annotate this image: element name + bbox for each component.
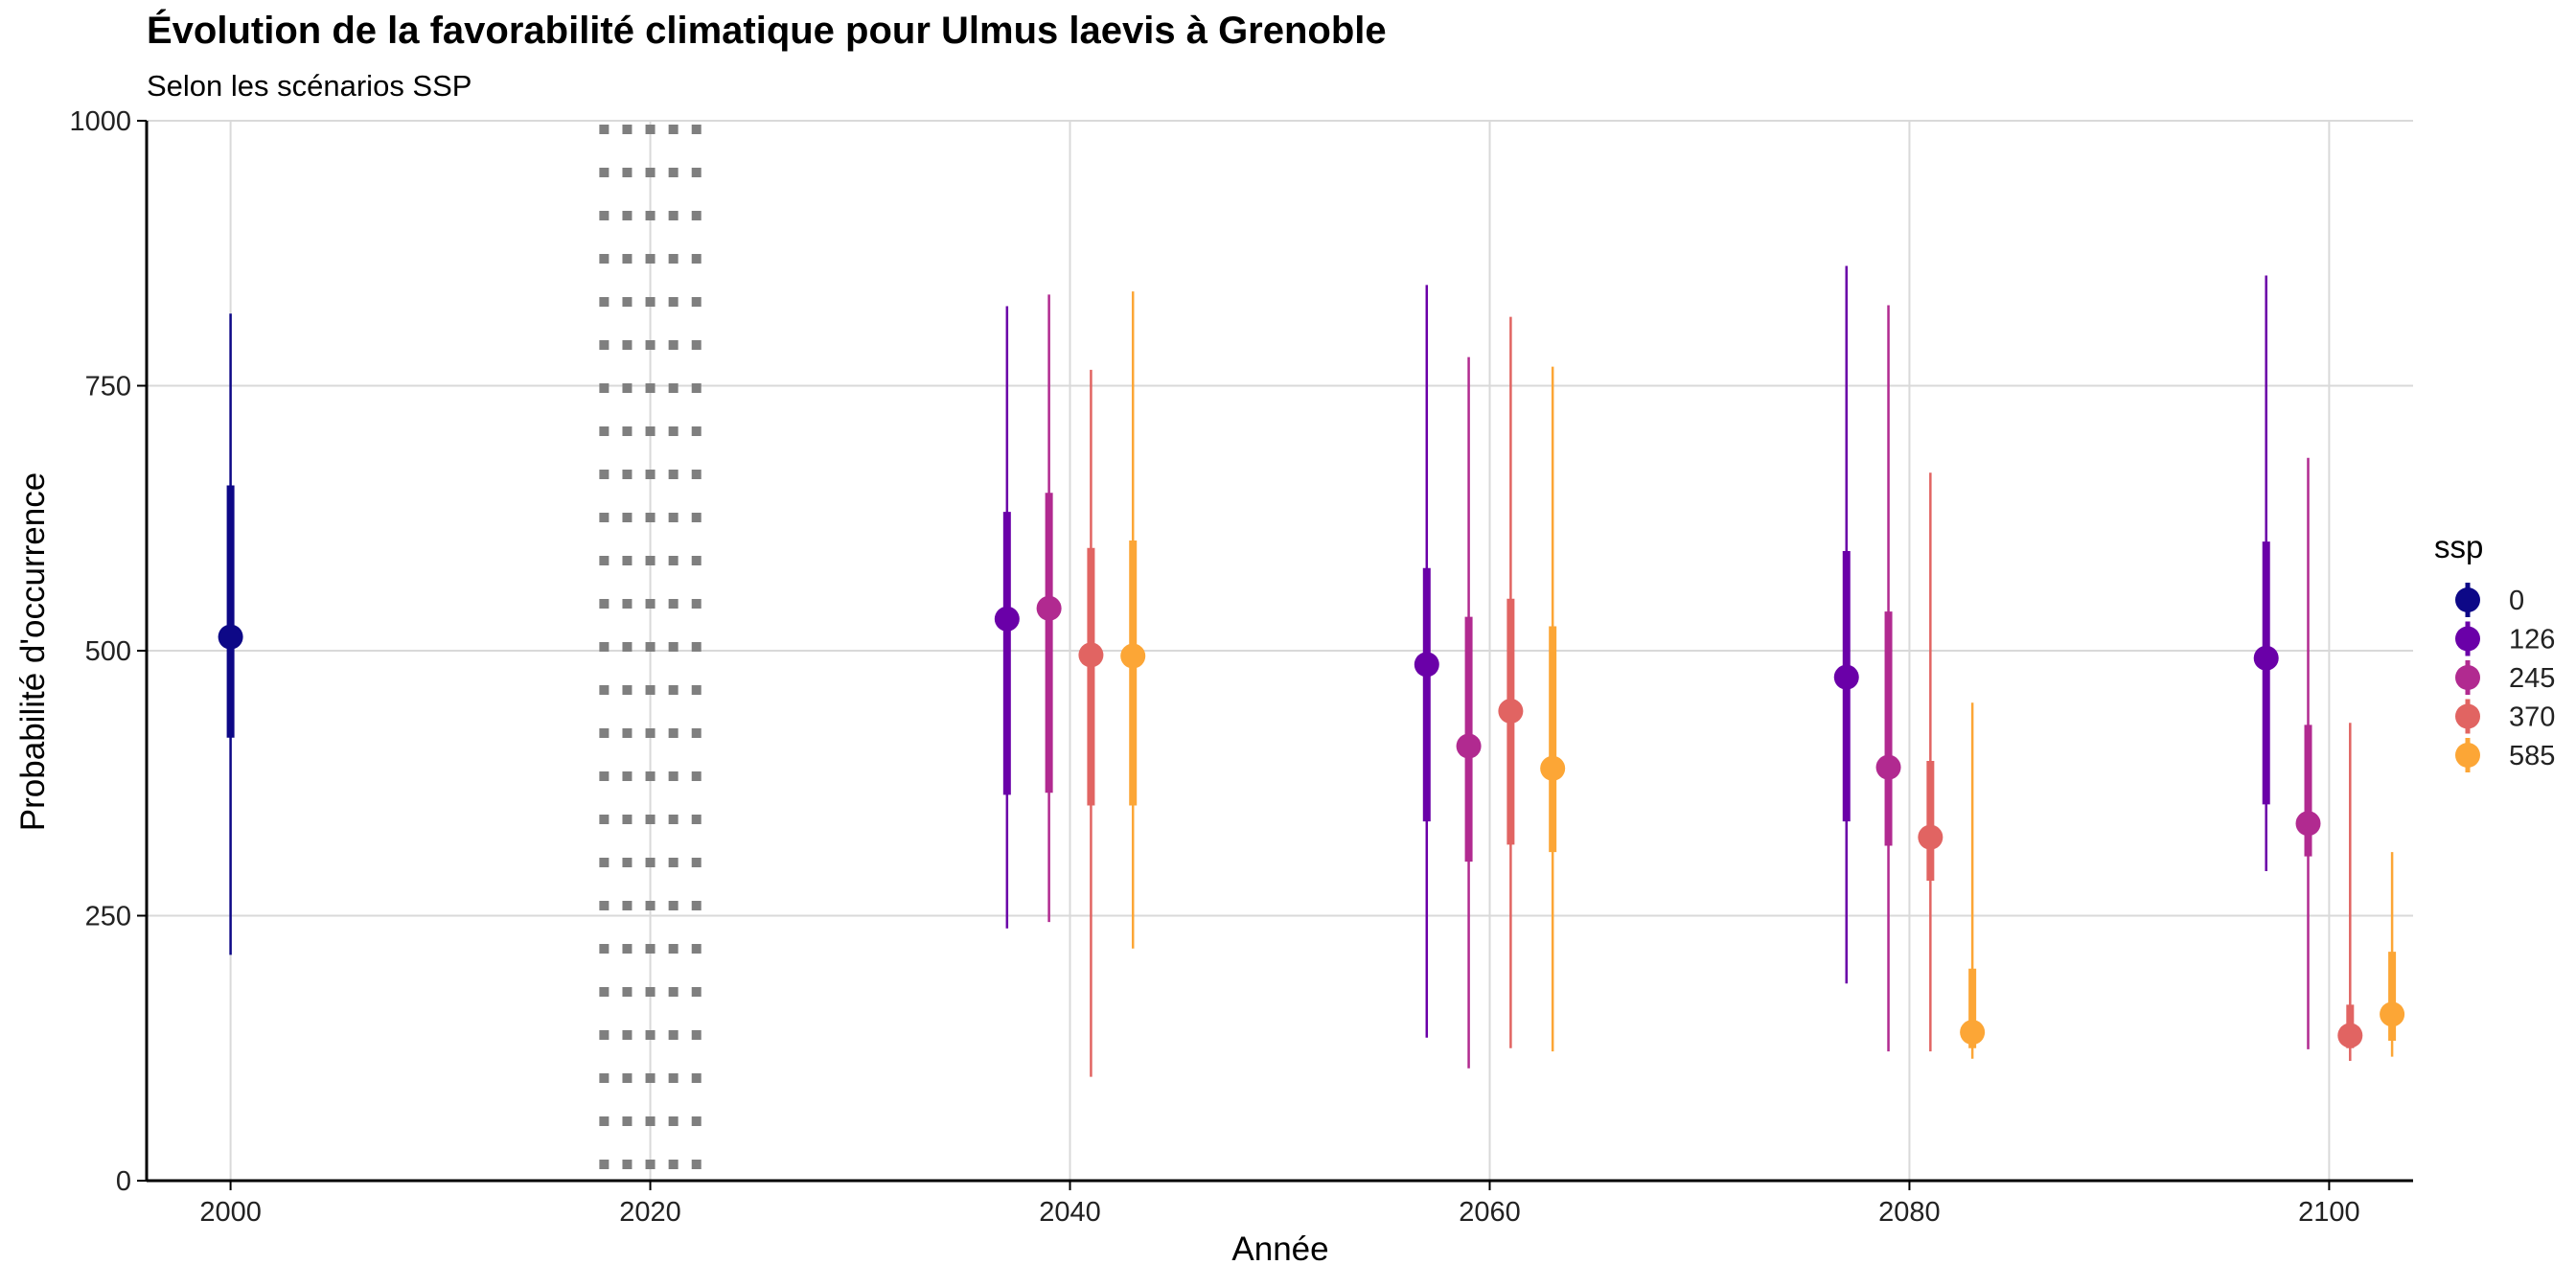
x-tick-label: 2040 (1039, 1197, 1101, 1228)
grid-lines (147, 120, 2413, 1182)
y-tick-label: 0 (116, 1166, 131, 1197)
x-tick-label: 2080 (1878, 1197, 1941, 1228)
y-tick-label: 500 (85, 636, 131, 667)
x-tick-label: 2000 (199, 1197, 262, 1228)
point-370 (1918, 824, 1944, 850)
legend-label-370: 370 (2509, 702, 2555, 733)
point-370 (1498, 699, 1524, 724)
point-245 (1456, 733, 1482, 759)
point-126 (2253, 645, 2279, 671)
point-0 (218, 624, 243, 650)
legend-key-point (2455, 665, 2480, 690)
point-585 (1540, 755, 1566, 781)
legend: ssp 0 126 245 370 585 (2434, 529, 2555, 772)
chart-subtitle: Selon les scénarios SSP (147, 69, 472, 103)
legend-title: ssp (2434, 529, 2483, 564)
point-245 (1875, 754, 1901, 780)
x-tick-label: 2100 (2298, 1197, 2360, 1228)
legend-key-point (2455, 703, 2480, 729)
y-axis-title: Probabilité d'occurrence (14, 472, 52, 831)
legend-key-point (2455, 743, 2480, 768)
legend-key-point (2455, 626, 2480, 652)
legend-label-0: 0 (2509, 586, 2524, 616)
x-tick-label: 2020 (619, 1197, 681, 1228)
legend-key-point (2455, 587, 2480, 612)
point-126 (994, 606, 1020, 632)
point-245 (2295, 811, 2321, 837)
point-585 (2380, 1001, 2405, 1027)
point-585 (1120, 643, 1146, 669)
point-245 (1036, 595, 1062, 621)
point-585 (1960, 1020, 1986, 1046)
point-370 (1078, 642, 1104, 668)
data-marks (218, 265, 2405, 1077)
y-tick-label: 250 (85, 902, 131, 932)
reference-period-band (599, 125, 702, 1181)
point-126 (1414, 652, 1439, 678)
axes: 0 250 500 750 1000 2000 2020 2040 2060 2080 2100 (69, 106, 2413, 1228)
y-tick-label: 750 (85, 372, 131, 402)
legend-label-245: 245 (2509, 663, 2555, 694)
legend-label-585: 585 (2509, 741, 2555, 771)
x-tick-label: 2060 (1459, 1197, 1521, 1228)
point-370 (2337, 1023, 2363, 1048)
y-tick-label: 1000 (69, 106, 131, 137)
point-126 (1833, 664, 1859, 690)
chart-title: Évolution de la favorabilité climatique … (147, 10, 1387, 52)
x-axis-title: Année (1231, 1230, 1328, 1268)
legend-label-126: 126 (2509, 625, 2555, 656)
